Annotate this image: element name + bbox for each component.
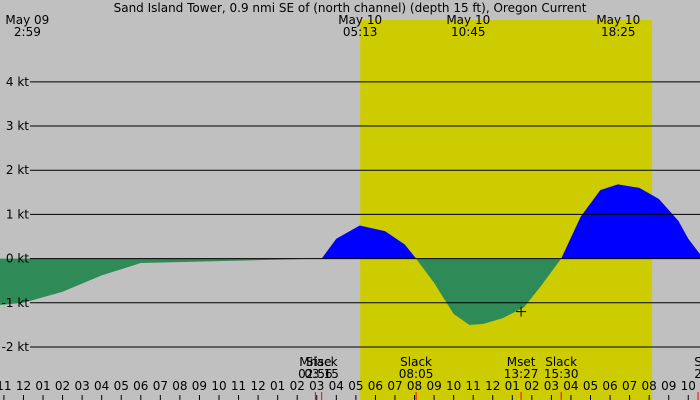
x-tick-label: 09	[426, 379, 441, 393]
x-tick-label: 01	[35, 379, 50, 393]
x-tick-label: 07	[153, 379, 168, 393]
x-tick-label: 11	[231, 379, 246, 393]
x-tick-label: 08	[642, 379, 657, 393]
x-tick-label: 04	[563, 379, 578, 393]
x-tick-label: 01	[270, 379, 285, 393]
x-tick-label: 02	[524, 379, 539, 393]
x-tick-label: 11	[0, 379, 12, 393]
x-tick-label: 06	[368, 379, 383, 393]
x-tick-label: 12	[16, 379, 31, 393]
event-time-label: 02:56	[298, 367, 333, 381]
y-tick-label: -2 kt	[2, 340, 30, 354]
top-date-label: May 09	[5, 13, 49, 27]
x-tick-label: 02	[55, 379, 70, 393]
event-time-label: 13:27	[504, 367, 539, 381]
x-tick-label: 02	[290, 379, 305, 393]
x-tick-label: 11	[466, 379, 481, 393]
x-tick-label: 06	[133, 379, 148, 393]
chart-title: Sand Island Tower, 0.9 nmi SE of (north …	[114, 1, 587, 15]
y-tick-label: 4 kt	[6, 75, 29, 89]
x-tick-label: 12	[250, 379, 265, 393]
event-time-label: 2	[694, 367, 700, 381]
y-tick-label: 2 kt	[6, 163, 29, 177]
y-tick-label: 1 kt	[6, 207, 29, 221]
event-time-label: 08:05	[399, 367, 434, 381]
x-tick-label: 03	[544, 379, 559, 393]
ebb-current-area	[0, 258, 700, 325]
top-time-label: 2:59	[14, 25, 41, 39]
flood-current-area	[0, 184, 700, 259]
top-date-label: May 10	[338, 13, 382, 27]
x-tick-label: 12	[485, 379, 500, 393]
top-date-label: May 10	[446, 13, 490, 27]
event-name-label: S	[694, 355, 700, 369]
event-name-label: Mrise	[299, 355, 331, 369]
y-tick-label: -1 kt	[2, 296, 30, 310]
y-tick-label: 0 kt	[6, 252, 29, 266]
event-name-label: Slack	[545, 355, 577, 369]
top-date-label: May 10	[596, 13, 640, 27]
x-tick-label: 05	[348, 379, 363, 393]
top-time-label: 10:45	[451, 25, 486, 39]
current-time-marker	[516, 306, 527, 317]
x-tick-label: 10	[681, 379, 696, 393]
x-tick-label: 05	[583, 379, 598, 393]
x-tick-label: 01	[505, 379, 520, 393]
top-time-label: 18:25	[601, 25, 636, 39]
x-tick-label: 09	[661, 379, 676, 393]
x-tick-label: 10	[211, 379, 226, 393]
x-tick-label: 10	[446, 379, 461, 393]
x-tick-label: 04	[94, 379, 109, 393]
event-time-label: 03:15	[304, 367, 339, 381]
x-tick-label: 03	[74, 379, 89, 393]
x-tick-label: 07	[622, 379, 637, 393]
x-tick-label: 06	[602, 379, 617, 393]
event-time-label: 15:30	[544, 367, 579, 381]
x-tick-label: 04	[329, 379, 344, 393]
x-tick-label: 08	[407, 379, 422, 393]
event-name-label: Mset	[507, 355, 536, 369]
x-tick-label: 08	[172, 379, 187, 393]
x-tick-label: 07	[387, 379, 402, 393]
top-time-label: 05:13	[343, 25, 378, 39]
x-tick-label: 03	[309, 379, 324, 393]
y-tick-label: 3 kt	[6, 119, 29, 133]
x-tick-label: 09	[192, 379, 207, 393]
event-name-label: Slack	[400, 355, 432, 369]
event-name-label: Slack	[306, 355, 338, 369]
x-tick-label: 05	[114, 379, 129, 393]
